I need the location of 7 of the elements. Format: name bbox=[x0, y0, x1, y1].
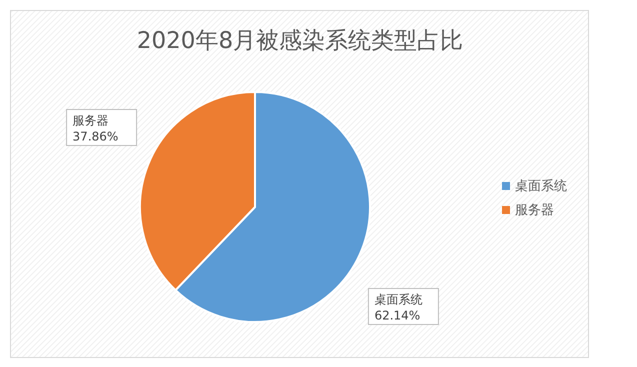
slice-label: 服务器 bbox=[72, 113, 109, 128]
data-label: 62.14% bbox=[374, 308, 420, 323]
legend-label: 桌面系统 bbox=[515, 179, 567, 194]
chart-title: 2020年8月被感染系统类型占比 bbox=[136, 28, 464, 54]
slice-label: 桌面系统 bbox=[374, 292, 422, 307]
legend-label: 服务器 bbox=[515, 203, 554, 218]
data-label: 37.86% bbox=[72, 129, 118, 144]
